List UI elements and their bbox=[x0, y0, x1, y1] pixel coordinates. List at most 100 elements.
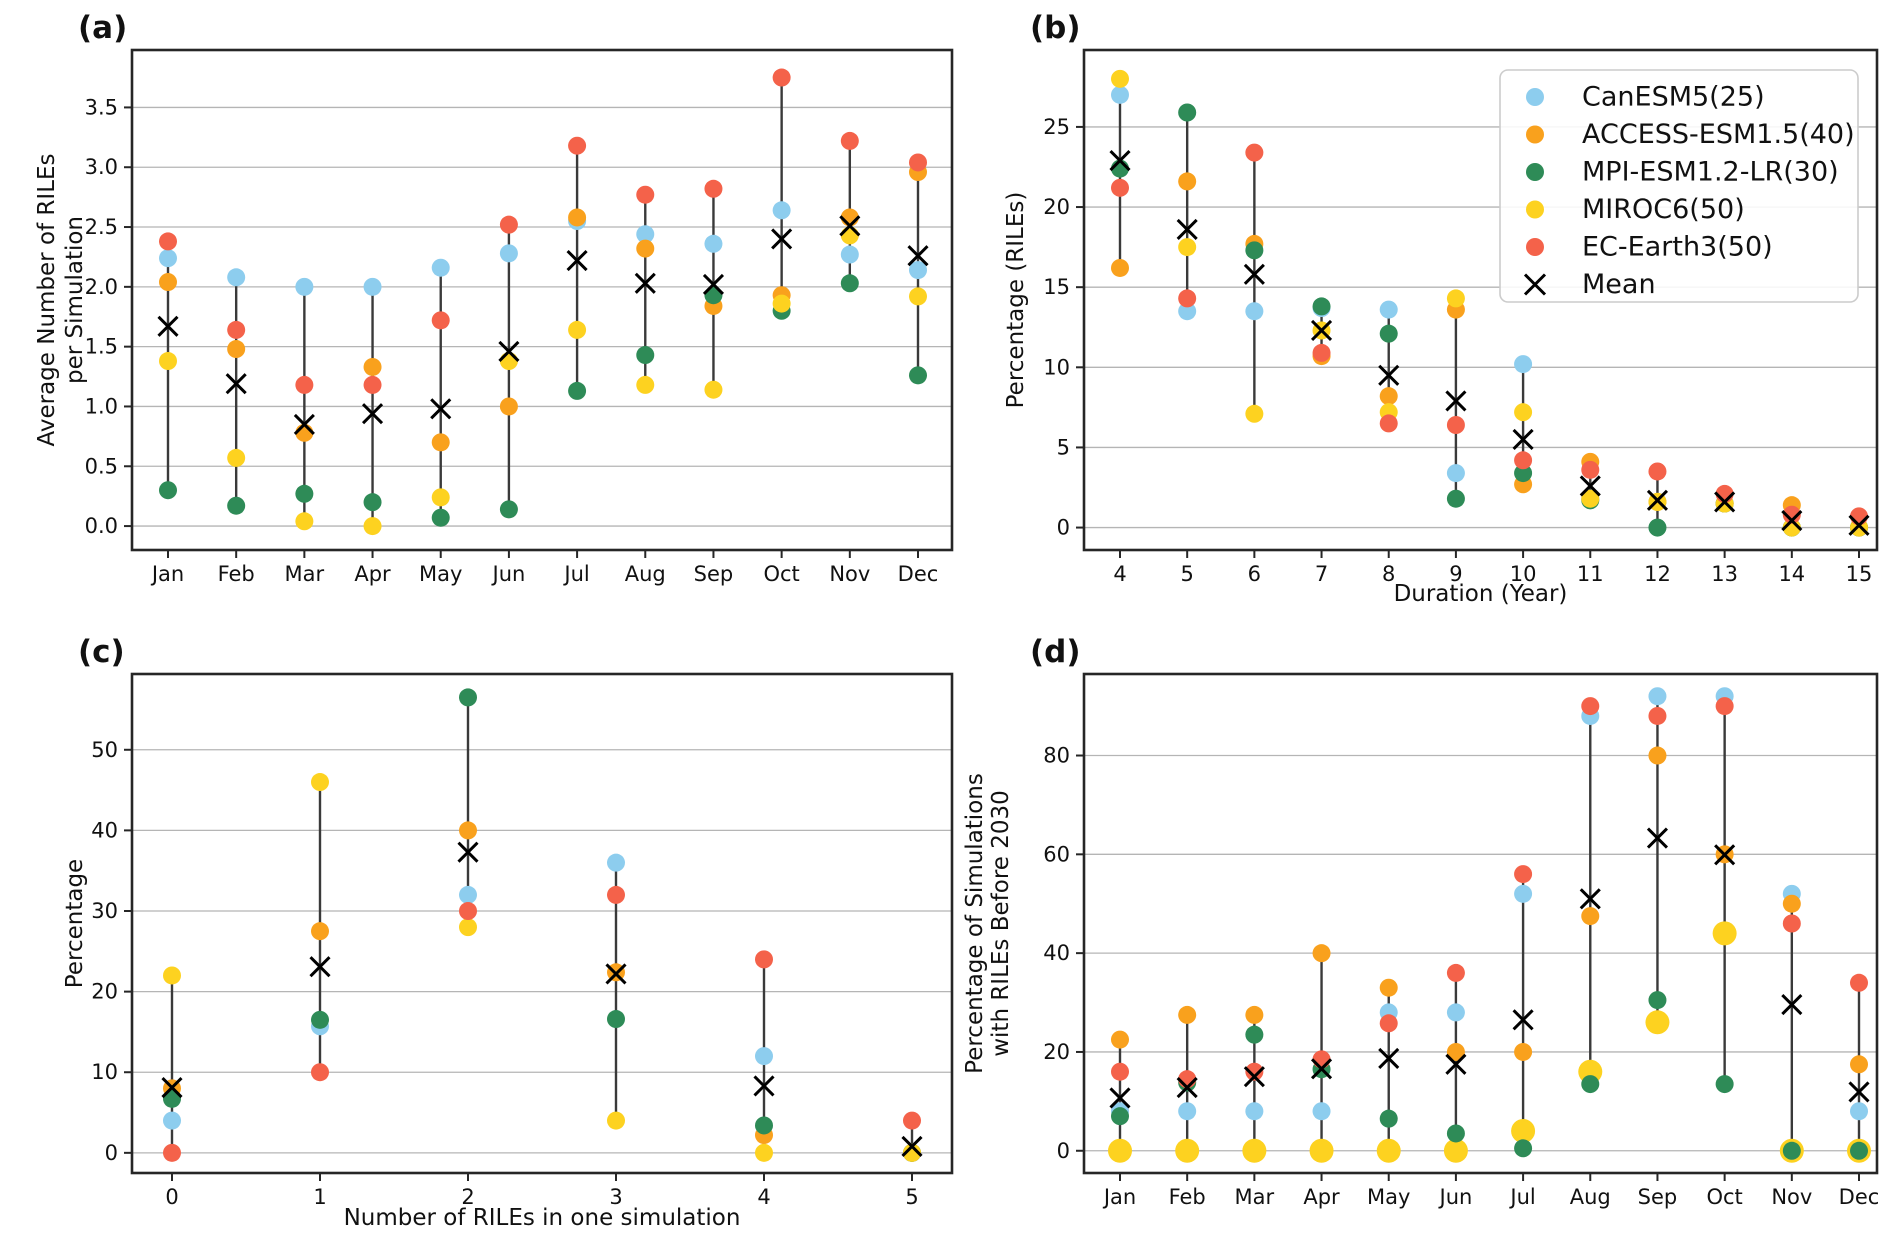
panel-a: Jan Feb Mar Apr May Jun Jul Aug Sep Oct Nov Dec0.00… bbox=[34, 10, 954, 586]
dot-ACCESS-ESM1.5(40)-Jan bbox=[1111, 1030, 1129, 1049]
dot-EC-Earth3(50)-1 bbox=[311, 1063, 329, 1082]
dot-ACCESS-ESM1.5(40)-2 bbox=[459, 821, 477, 840]
dot-CanESM5(25)-0 bbox=[163, 1111, 181, 1130]
mean-marker-Feb bbox=[225, 373, 247, 395]
y-tick-label-0: 0 bbox=[1057, 516, 1070, 540]
dot-MIROC6(50)-5 bbox=[1178, 238, 1197, 257]
dot-MPI-ESM1.2-LR(30)-1 bbox=[311, 1010, 329, 1029]
dot-MPI-ESM1.2-LR(30)-9 bbox=[1446, 489, 1465, 508]
mean-marker-Jan bbox=[1109, 1087, 1131, 1109]
dot-EC-Earth3(50)-14 bbox=[1782, 505, 1801, 524]
x-tick-label-9: 9 bbox=[1449, 562, 1462, 586]
dot-MIROC6(50)-0 bbox=[163, 966, 181, 985]
dot-ACCESS-ESM1.5(40)-8 bbox=[1379, 387, 1398, 406]
dot-ACCESS-ESM1.5(40)-Mar bbox=[1245, 1005, 1264, 1024]
mean-marker-Jan bbox=[157, 315, 179, 337]
dot-EC-Earth3(50)-Aug bbox=[1581, 697, 1600, 716]
dot-EC-Earth3(50)-Jan bbox=[159, 232, 177, 251]
dot-EC-Earth3(50)-Nov bbox=[840, 131, 859, 150]
y-axis-label-a-line2: per Simulation bbox=[62, 216, 88, 384]
dot-MIROC6(50)-Mar bbox=[295, 512, 314, 531]
legend-marker-x-icon bbox=[1523, 273, 1547, 296]
y-tick-label-15: 15 bbox=[1043, 275, 1070, 299]
dot-MPI-ESM1.2-LR(30)-12 bbox=[1648, 518, 1667, 537]
dot-CanESM5(25)-Mar bbox=[1245, 1102, 1264, 1121]
legend-label-CanESM5(25): CanESM5(25) bbox=[1582, 82, 1765, 113]
dot-CanESM5(25)-6 bbox=[1245, 302, 1264, 321]
panel-title-b: (b) bbox=[1030, 10, 1081, 46]
mean-markers bbox=[157, 215, 929, 435]
dot-ACCESS-ESM1.5(40)-Jul bbox=[568, 208, 587, 227]
dot-CanESM5(25)-10 bbox=[1514, 355, 1533, 374]
dot-CanESM5(25)-Apr bbox=[363, 277, 382, 296]
mean-marker-Aug bbox=[1579, 888, 1601, 910]
dot-MIROC6(50)-Apr bbox=[1309, 1138, 1334, 1163]
dot-MPI-ESM1.2-LR(30)-Aug bbox=[636, 346, 655, 365]
dot-CanESM5(25)-Feb bbox=[1178, 1102, 1197, 1121]
x-tick-label-Oct: Oct bbox=[763, 562, 799, 586]
mean-marker-3 bbox=[605, 963, 627, 985]
dot-MIROC6(50)-Jan bbox=[1108, 1138, 1132, 1163]
x-axis-label-b: Duration (Year) bbox=[1394, 581, 1568, 607]
x-tick-label-3: 3 bbox=[609, 1185, 622, 1209]
legend-entry-MPI-ESM1.2-LR(30): MPI-ESM1.2-LR(30) bbox=[1526, 157, 1839, 188]
dot-ACCESS-ESM1.5(40)-Jan bbox=[159, 273, 177, 292]
mean-marker-Nov bbox=[1781, 993, 1803, 1016]
y-tick-label-20: 20 bbox=[1043, 195, 1070, 219]
mean-marker-15 bbox=[1848, 514, 1870, 536]
dot-MPI-ESM1.2-LR(30)-Mar bbox=[295, 484, 314, 503]
dot-MIROC6(50)-2 bbox=[459, 918, 477, 937]
y-tick-label-30: 30 bbox=[91, 899, 118, 923]
dot-EC-Earth3(50)-Jul bbox=[568, 136, 587, 155]
dot-MIROC6(50)-Nov bbox=[840, 226, 859, 245]
x-tick-label-0: 0 bbox=[165, 1185, 178, 1209]
plot-frame bbox=[1082, 672, 1879, 1175]
dot-MIROC6(50)-Sep bbox=[704, 380, 723, 399]
dot-MPI-ESM1.2-LR(30)-Dec bbox=[909, 366, 927, 385]
dot-MIROC6(50)-Feb bbox=[1175, 1138, 1200, 1163]
y-tick-label-25: 25 bbox=[1043, 115, 1070, 139]
dot-EC-Earth3(50)-4 bbox=[755, 950, 773, 969]
dot-ACCESS-ESM1.5(40)-Feb bbox=[1178, 1005, 1197, 1024]
dot-CanESM5(25)-Dec bbox=[1850, 1102, 1868, 1121]
dot-CanESM5(25)-Jun bbox=[499, 244, 518, 263]
x-tick-label-15: 15 bbox=[1846, 562, 1873, 586]
legend-entry-Mean: Mean bbox=[1523, 269, 1656, 300]
mean-marker-Apr bbox=[1310, 1058, 1333, 1080]
dot-EC-Earth3(50)-5 bbox=[903, 1111, 921, 1130]
mean-marker-5 bbox=[1176, 218, 1198, 241]
legend-marker-circle-icon bbox=[1526, 200, 1544, 219]
dot-CanESM5(25)-Sep bbox=[1648, 687, 1667, 706]
y-tick-label-40: 40 bbox=[91, 818, 118, 842]
y-tick-label-60: 60 bbox=[1043, 842, 1070, 866]
dot-EC-Earth3(50)-Oct bbox=[772, 68, 791, 87]
dot-EC-Earth3(50)-Dec bbox=[1850, 973, 1868, 992]
x-tick-label-Mar: Mar bbox=[1235, 1185, 1275, 1209]
mean-marker-Jun bbox=[1445, 1053, 1467, 1075]
legend-marker-circle-icon bbox=[1526, 238, 1544, 256]
x-tick-label-Feb: Feb bbox=[218, 562, 255, 586]
dot-ACCESS-ESM1.5(40)-Sep bbox=[1648, 746, 1667, 765]
y-tick-label-5: 5 bbox=[1057, 435, 1070, 459]
mean-marker-Jun bbox=[498, 340, 520, 362]
dot-EC-Earth3(50)-6 bbox=[1245, 143, 1264, 162]
x-tick-label-Aug: Aug bbox=[1570, 1185, 1611, 1209]
dot-ACCESS-ESM1.5(40)-Nov bbox=[1782, 894, 1801, 913]
x-axis-label-c: Number of RILEs in one simulation bbox=[344, 1205, 741, 1231]
dot-CanESM5(25)-May bbox=[431, 258, 450, 277]
dot-EC-Earth3(50)-8 bbox=[1379, 414, 1398, 433]
dot-EC-Earth3(50)-May bbox=[431, 311, 450, 330]
mean-marker-Apr bbox=[361, 403, 384, 425]
dot-EC-Earth3(50)-Feb bbox=[227, 320, 246, 339]
x-tick-label-Jul: Jul bbox=[1508, 1185, 1535, 1209]
dot-CanESM5(25)-9 bbox=[1446, 464, 1465, 483]
x-axis: Jan Feb Mar Apr May Jun Jul Aug Sep Oct Nov Dec bbox=[150, 550, 938, 586]
dot-CanESM5(25)-3 bbox=[607, 853, 625, 872]
x-tick-label-Apr: Apr bbox=[354, 562, 391, 586]
x-tick-label-8: 8 bbox=[1382, 562, 1395, 586]
y-tick-label-10: 10 bbox=[1043, 355, 1070, 379]
mean-marker-0 bbox=[161, 1076, 183, 1099]
dot-MPI-ESM1.2-LR(30)-Nov bbox=[840, 274, 859, 293]
